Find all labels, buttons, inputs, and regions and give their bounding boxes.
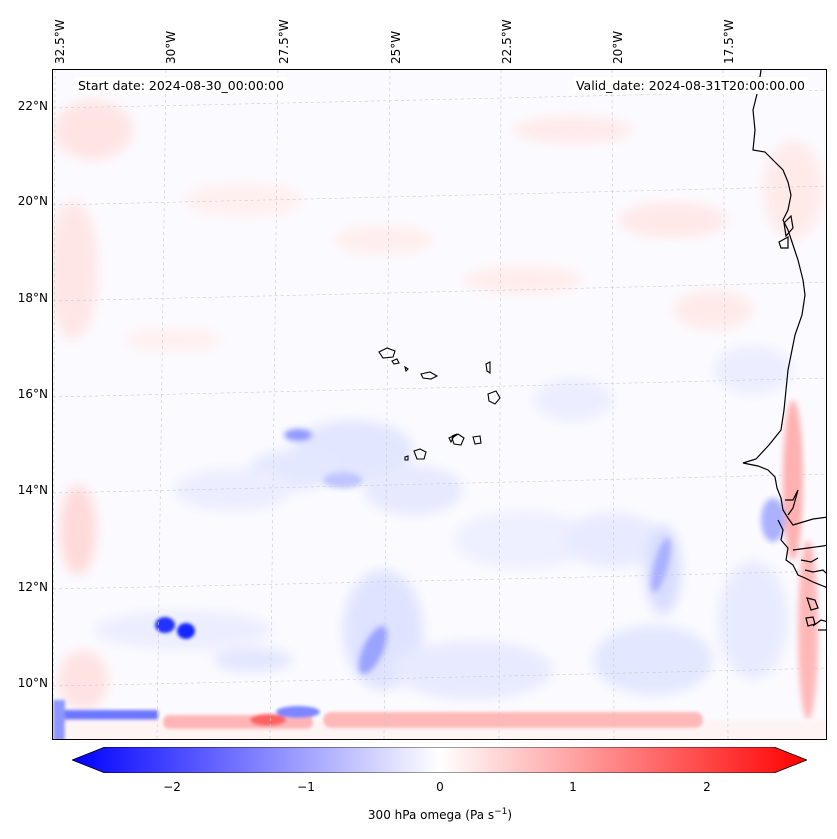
lat-label-18n: 18°N xyxy=(17,291,48,305)
colorbar-tick-1: 1 xyxy=(569,780,577,794)
lon-label-17-5w: 17.5°W xyxy=(722,19,736,64)
southern-edge-bands xyxy=(53,700,826,739)
lon-label-20w: 20°W xyxy=(611,30,625,64)
colorbar-gradient xyxy=(72,747,807,773)
colorbar-tick-neg1: −1 xyxy=(297,780,315,794)
lat-label-16n: 16°N xyxy=(17,387,48,401)
colorbar-label-text: 300 hPa omega (Pa s xyxy=(367,808,495,822)
lat-label-10n: 10°N xyxy=(17,676,48,690)
lon-label-22-5w: 22.5°W xyxy=(500,19,514,64)
lat-label-12n: 12°N xyxy=(17,580,48,594)
valid-date-label: Valid_date: 2024-08-31T20:00:00.00 xyxy=(572,77,808,94)
colorbar-tick-2: 2 xyxy=(703,780,711,794)
lon-label-27-5w: 27.5°W xyxy=(277,19,291,64)
graticule xyxy=(53,70,826,739)
start-date-label: Start date: 2024-08-30_00:00:00 xyxy=(75,77,287,94)
lon-label-32-5w: 32.5°W xyxy=(53,19,67,64)
cape-verde-islands xyxy=(378,347,501,461)
lat-label-22n: 22°N xyxy=(17,99,48,113)
colorbar-label: 300 hPa omega (Pa s−1) xyxy=(0,807,837,822)
lat-label-14n: 14°N xyxy=(17,483,48,497)
omega-field-map xyxy=(53,70,826,739)
colorbar-label-exp: −1 xyxy=(494,807,508,817)
moderate-features xyxy=(284,400,818,720)
colorbar xyxy=(72,747,807,773)
map-panel: Start date: 2024-08-30_00:00:00 Valid_da… xyxy=(52,69,827,740)
lon-label-25w: 25°W xyxy=(389,30,403,64)
colorbar-label-close: ) xyxy=(507,808,513,822)
weak-ascent-patches xyxy=(93,345,793,700)
lon-label-30w: 30°W xyxy=(164,30,178,64)
colorbar-tick-neg2: −2 xyxy=(163,780,181,794)
colorbar-tick-0: 0 xyxy=(436,780,444,794)
lat-label-20n: 20°N xyxy=(17,194,48,208)
strong-ascent-cluster xyxy=(155,617,195,639)
african-coastline xyxy=(742,70,826,631)
